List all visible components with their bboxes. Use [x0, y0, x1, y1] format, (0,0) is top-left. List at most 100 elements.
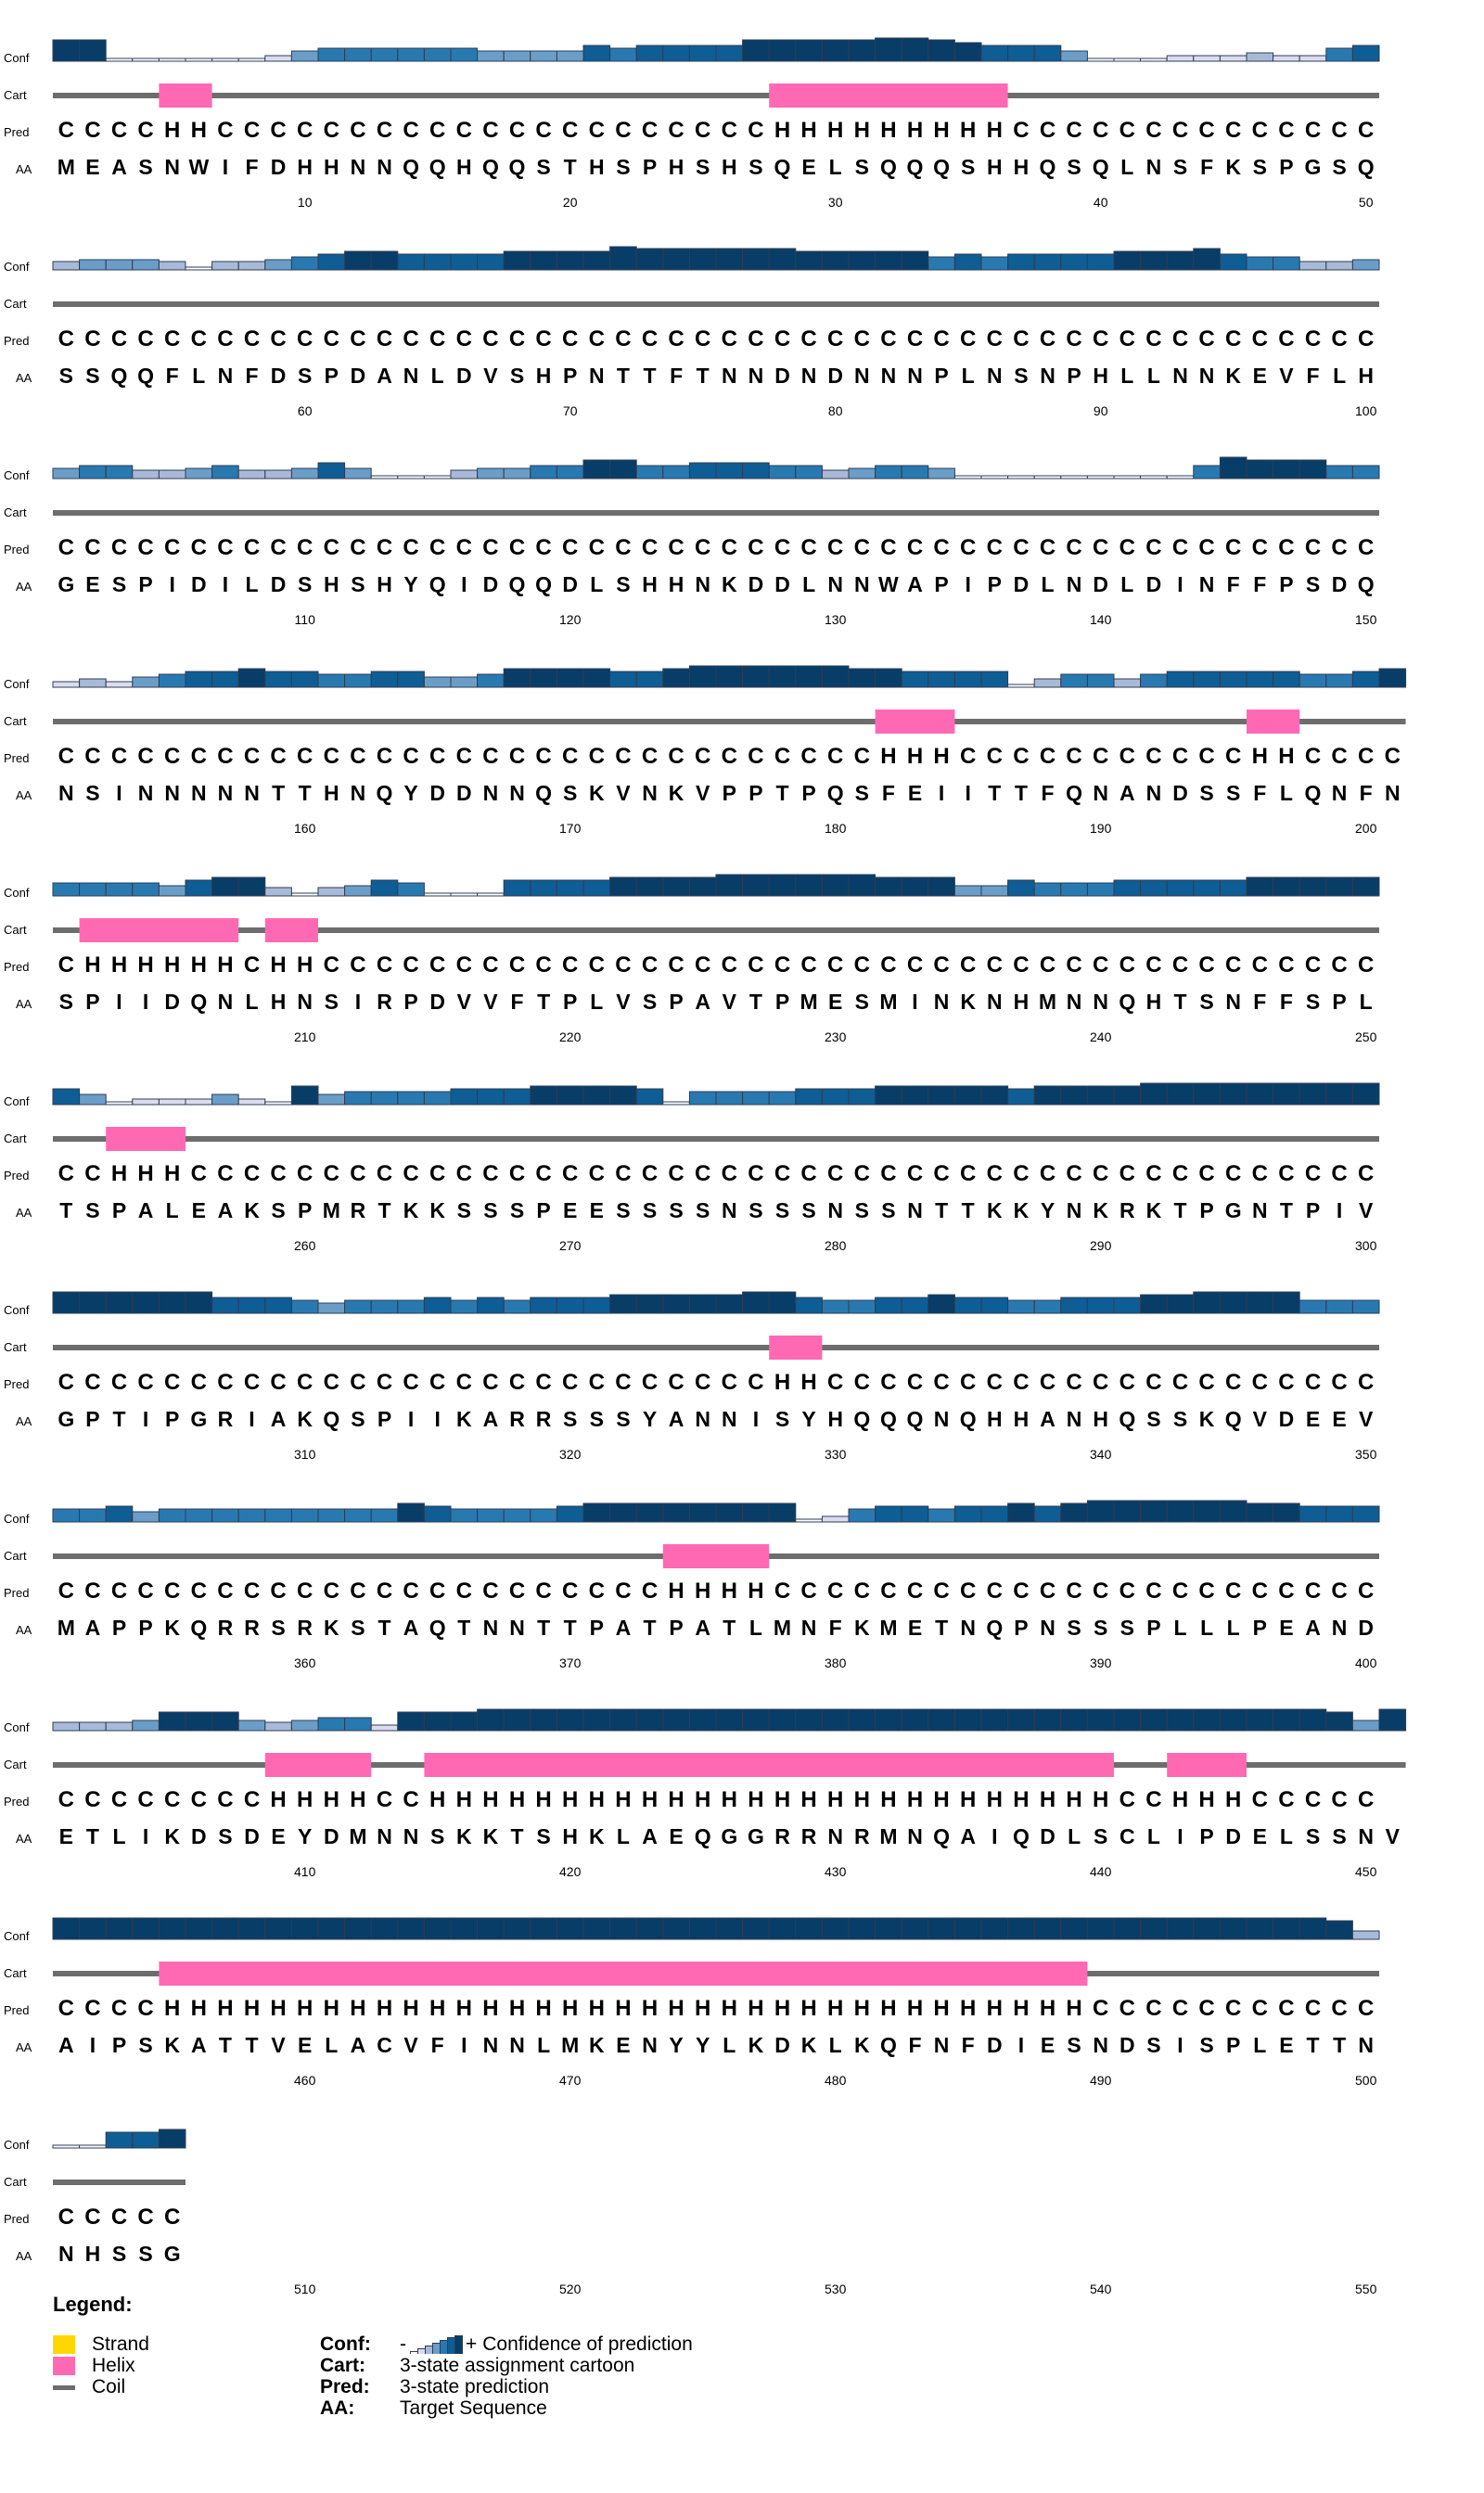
pred-letter: H — [270, 1996, 286, 2021]
conf-bar — [211, 1917, 239, 1940]
conf-bar — [1378, 1708, 1407, 1732]
aa-letter: E — [801, 155, 815, 179]
conf-bar — [1351, 1930, 1380, 1940]
conf-bar — [582, 668, 611, 688]
pred-letter: C — [191, 1161, 207, 1186]
aa-letter: S — [298, 572, 312, 596]
conf-bar — [609, 876, 637, 897]
aa-letter: Y — [298, 1824, 312, 1848]
conf-bar — [609, 671, 637, 688]
conf-bar — [1086, 58, 1115, 62]
conf-bar — [742, 1708, 770, 1732]
pred-letter: H — [217, 952, 233, 978]
aa-letter: L — [537, 2033, 550, 2057]
row-label-conf: Conf — [4, 468, 30, 482]
aa-letter: A — [960, 1824, 976, 1848]
aa-letter: S — [271, 1198, 285, 1222]
aa-letter: Q — [1040, 155, 1056, 179]
aa-letter: P — [1067, 364, 1081, 388]
pred-letter: C — [456, 1370, 472, 1395]
aa-letter: D — [1014, 572, 1030, 596]
pred-letter: C — [1198, 1161, 1214, 1186]
conf-bar — [901, 876, 929, 897]
conf-bar — [1219, 1500, 1247, 1523]
conf-bar — [105, 58, 134, 62]
pred-letter: C — [1331, 952, 1347, 978]
conf-bar — [79, 1721, 107, 1732]
aa-letter: Q — [933, 155, 950, 179]
position-tick: 120 — [559, 612, 582, 627]
aa-letter: P — [112, 2033, 126, 2057]
row-label-cart: Cart — [4, 1131, 27, 1145]
pred-letter: H — [164, 1161, 180, 1186]
pred-letter: C — [509, 1579, 525, 1604]
aa-letter: H — [1146, 990, 1162, 1014]
conf-bar — [953, 1297, 982, 1314]
conf-bar — [953, 1085, 982, 1106]
aa-letter: Q — [403, 155, 419, 179]
conf-bar — [980, 1297, 1009, 1314]
pred-letter: C — [324, 1579, 339, 1604]
conf-bar — [715, 1091, 744, 1106]
pred-letter: C — [509, 1370, 525, 1395]
pred-letter: H — [1066, 1996, 1081, 2021]
aa-letter: S — [1253, 155, 1267, 179]
conf-bar — [185, 1917, 213, 1940]
conf-bar — [211, 1711, 239, 1732]
conf-bar — [344, 467, 372, 479]
pred-letter: C — [324, 535, 339, 560]
position-tick: 350 — [1355, 1447, 1377, 1462]
pred-letter: C — [1358, 326, 1374, 352]
conf-bar — [1351, 1299, 1380, 1314]
conf-bar — [1140, 58, 1168, 62]
conf-bar — [132, 1917, 160, 1940]
aa-letter: I — [991, 1824, 997, 1848]
conf-bar — [688, 1294, 717, 1314]
conf-bar — [52, 1508, 81, 1523]
aa-letter: Q — [111, 364, 128, 388]
aa-letter: N — [722, 1407, 737, 1431]
aa-letter: S — [138, 2242, 152, 2266]
aa-letter: S — [696, 1198, 710, 1222]
aa-letter: S — [112, 572, 126, 596]
conf-bar — [503, 467, 531, 479]
aa-letter: L — [1200, 1616, 1213, 1640]
pred-letter: C — [1252, 326, 1268, 352]
aa-letter: N — [218, 364, 234, 388]
pred-letter: C — [137, 1996, 153, 2021]
conf-bar — [530, 1297, 557, 1314]
pred-letter: C — [960, 535, 976, 560]
aa-letter: S — [138, 2033, 152, 2057]
aa-letter: L — [1120, 155, 1133, 179]
aa-letter: Q — [853, 1407, 870, 1431]
conf-bar — [1113, 678, 1142, 688]
conf-bar — [742, 1917, 770, 1940]
aa-letter: S — [85, 781, 99, 805]
pred-letter: C — [1040, 1579, 1055, 1604]
aa-letter: V — [616, 781, 631, 805]
aa-letter: P — [112, 1198, 126, 1222]
aa-letter: T — [272, 781, 285, 805]
pred-letter: C — [137, 118, 153, 143]
pred-letter: C — [1252, 1996, 1268, 2021]
pred-letter: C — [164, 326, 180, 352]
pred-letter: C — [589, 118, 605, 143]
pred-letter: C — [84, 1996, 100, 2021]
conf-bar — [503, 879, 531, 897]
conf-bar — [503, 1917, 531, 1940]
aa-letter: H — [987, 155, 1003, 179]
aa-letter: A — [642, 1824, 658, 1848]
pred-letter: C — [58, 2205, 74, 2230]
conf-bar — [928, 1294, 955, 1314]
aa-letter: H — [1093, 364, 1108, 388]
pred-letter: H — [800, 118, 816, 143]
aa-letter: H — [536, 364, 552, 388]
aa-letter: Q — [1358, 155, 1375, 179]
aa-letter: N — [642, 781, 658, 805]
pred-letter: C — [535, 326, 551, 352]
conf-bar — [105, 1721, 134, 1732]
aa-letter: N — [1332, 781, 1348, 805]
position-tick: 290 — [1090, 1238, 1112, 1253]
pred-letter: H — [854, 1996, 870, 2021]
pred-letter: C — [1252, 1579, 1268, 1604]
